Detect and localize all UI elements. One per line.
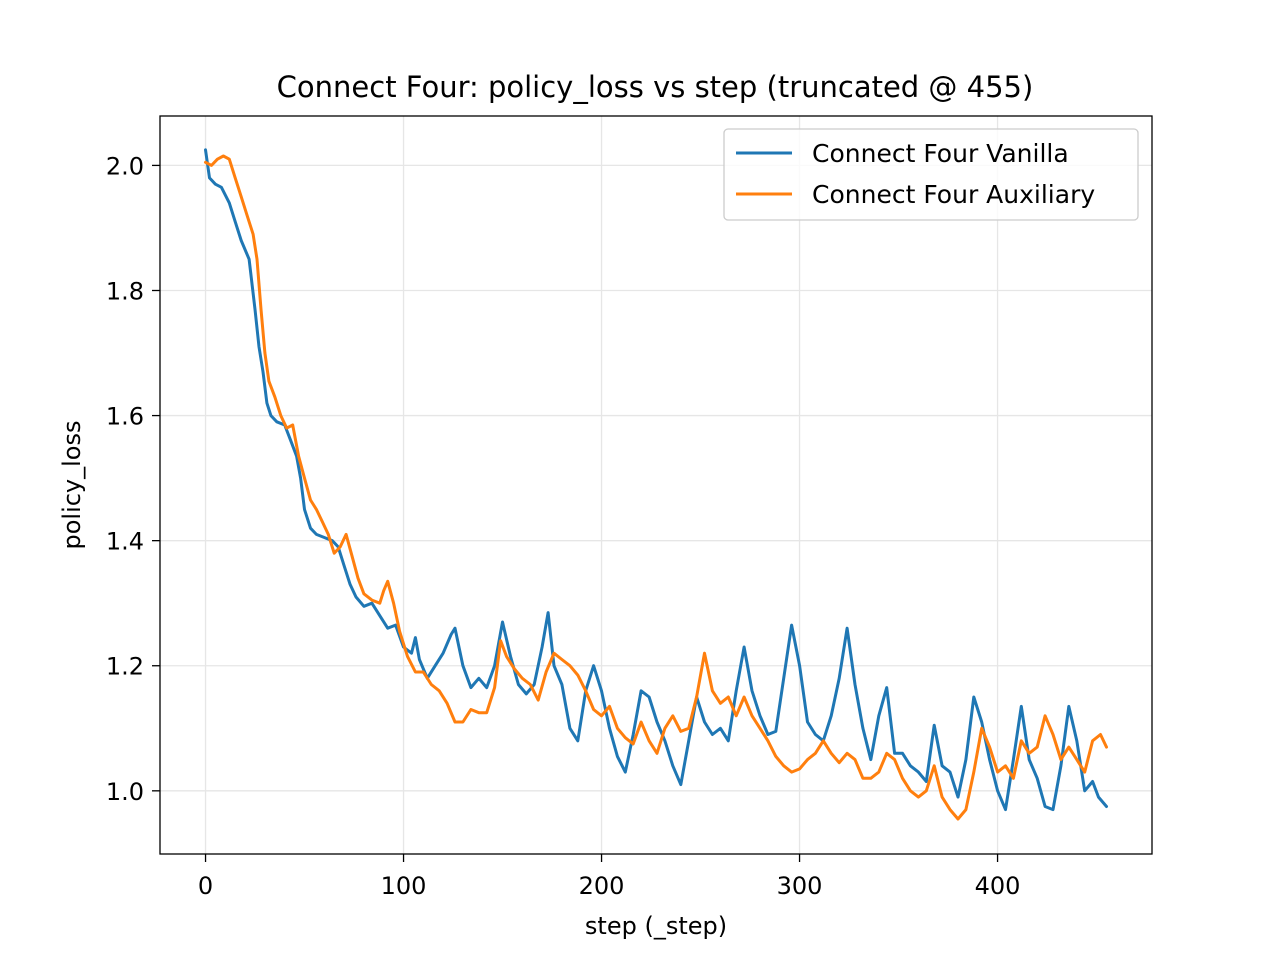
plot-area xyxy=(159,115,1153,855)
x-tick-label: 100 xyxy=(381,872,427,900)
plot-frame xyxy=(159,115,1153,855)
x-axis-label: step (_step) xyxy=(585,912,727,940)
y-tick-label: 2.0 xyxy=(106,152,144,180)
x-tick-label: 400 xyxy=(975,872,1021,900)
y-tick-label: 1.0 xyxy=(106,778,144,806)
y-tick-label: 1.2 xyxy=(106,653,144,681)
x-tick-label: 0 xyxy=(198,872,213,900)
y-tick-label: 1.4 xyxy=(106,528,144,556)
y-tick-label: 1.6 xyxy=(106,403,144,431)
plot-background xyxy=(160,116,1152,854)
x-tick-label: 200 xyxy=(579,872,625,900)
series-line-2 xyxy=(204,154,1108,821)
legend: Connect Four Vanilla Connect Four Auxilia… xyxy=(723,128,1139,221)
chart-title: Connect Four: policy_loss vs step (trunc… xyxy=(277,70,1034,104)
y-axis-ticks: 1.0 1.2 1.4 1.6 1.8 2.0 xyxy=(106,152,160,806)
legend-label: Connect Four Vanilla xyxy=(812,139,1069,168)
legend-box xyxy=(723,128,1139,221)
series-lines xyxy=(204,148,1108,821)
y-tick-label: 1.8 xyxy=(106,277,144,305)
x-tick-label: 300 xyxy=(777,872,823,900)
legend-label: Connect Four Auxiliary xyxy=(812,180,1095,209)
series-line-1 xyxy=(204,148,1108,812)
y-axis-label: policy_loss xyxy=(58,420,86,549)
x-axis-ticks: 0 100 200 300 400 xyxy=(198,854,1021,900)
